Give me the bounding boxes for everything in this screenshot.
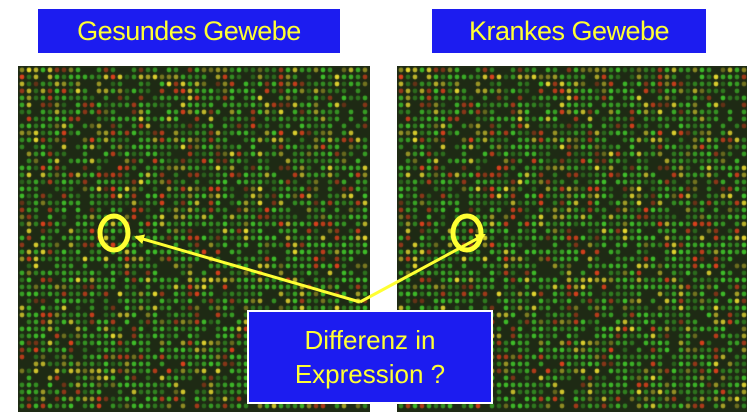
healthy-tissue-label: Gesundes Gewebe [38, 9, 340, 53]
expression-difference-callout: Differenz in Expression ? [247, 310, 493, 404]
healthy-tissue-label-text: Gesundes Gewebe [77, 16, 301, 46]
callout-line-1: Differenz in [304, 325, 436, 355]
callout-line-2: Expression ? [294, 359, 446, 389]
diseased-tissue-label-text: Krankes Gewebe [468, 16, 670, 46]
diseased-tissue-label: Krankes Gewebe [432, 9, 706, 53]
